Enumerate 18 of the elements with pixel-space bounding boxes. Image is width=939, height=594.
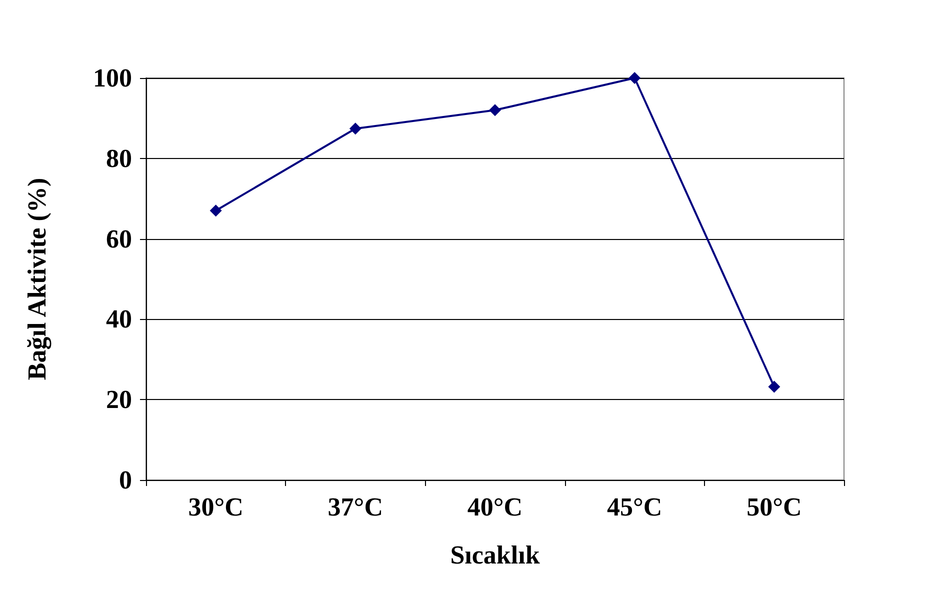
point: [489, 104, 501, 116]
x-tick-label: 50°C: [746, 492, 802, 522]
y-tick-label: 80: [106, 144, 132, 173]
y-tick-label: 100: [93, 64, 132, 92]
x-tick-label: 37°C: [328, 492, 383, 522]
y-tick-label: 60: [106, 224, 132, 254]
x-axis-title: Sıcaklık: [450, 540, 540, 570]
y-axis-title: Bağıl Aktivite (%): [22, 178, 52, 380]
y-tick-label: 0: [119, 466, 132, 494]
x-tick-label: 45°C: [607, 492, 662, 522]
point: [628, 72, 641, 84]
y-tick-label: 20: [106, 385, 132, 414]
point: [210, 204, 222, 217]
x-tick-label: 30°C: [188, 492, 244, 522]
y-tick-label: 40: [106, 304, 132, 334]
point: [768, 380, 780, 393]
point: [349, 122, 362, 135]
x-tick-label: 40°C: [467, 492, 523, 522]
